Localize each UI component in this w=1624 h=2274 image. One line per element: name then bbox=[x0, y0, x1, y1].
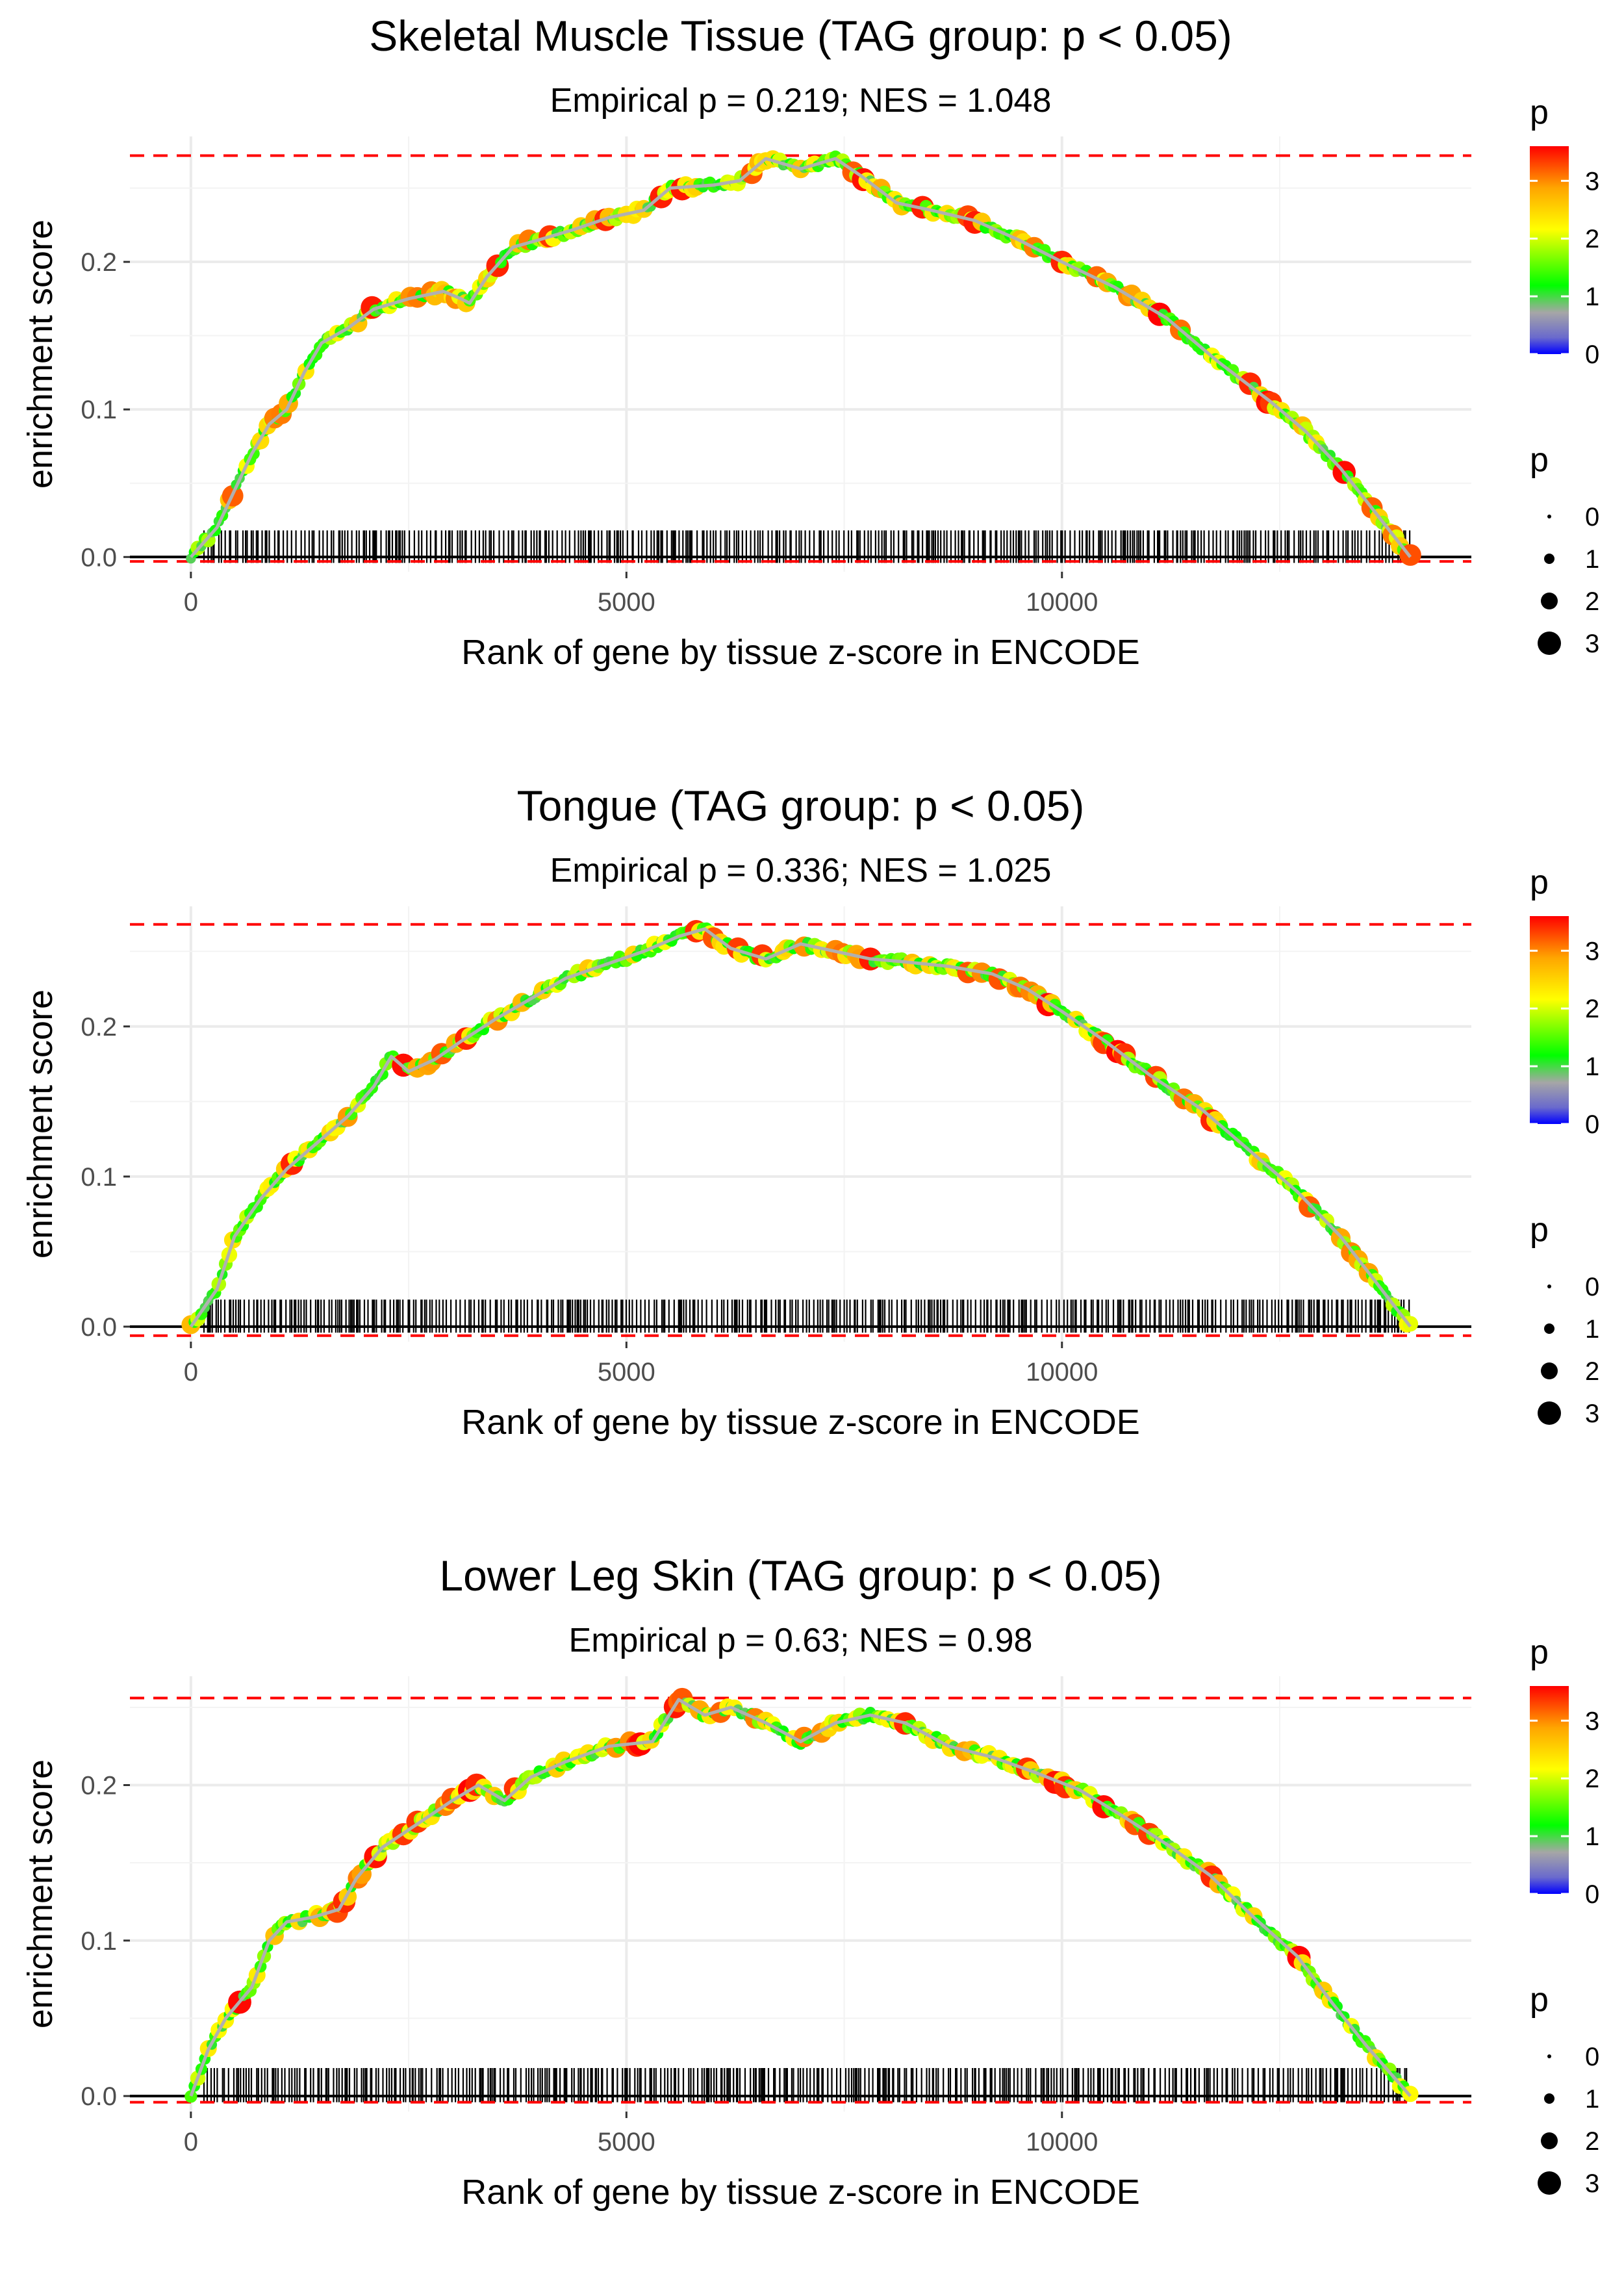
colorbar-tick-label: 3 bbox=[1585, 1707, 1599, 1735]
x-tick-label: 10000 bbox=[1026, 1358, 1098, 1386]
colorbar-title: p bbox=[1530, 863, 1549, 901]
size-legend-dot bbox=[1541, 593, 1558, 609]
enrichment-points bbox=[181, 920, 1419, 1335]
size-legend-label: 0 bbox=[1585, 2043, 1599, 2071]
y-tick-label: 0.2 bbox=[81, 1772, 117, 1800]
y-tick-label: 0.1 bbox=[81, 396, 117, 424]
size-legend-label: 1 bbox=[1585, 545, 1599, 574]
y-tick-label: 0.0 bbox=[81, 1313, 117, 1342]
y-axis-label: enrichment score bbox=[21, 1759, 60, 2028]
colorbar-tick-label: 3 bbox=[1585, 937, 1599, 965]
size-legend-dot bbox=[1547, 1284, 1551, 1288]
colorbar-tick-label: 3 bbox=[1585, 167, 1599, 196]
chart-subtitle: Empirical p = 0.63; NES = 0.98 bbox=[569, 1622, 1033, 1659]
colorbar-tick-label: 0 bbox=[1585, 340, 1599, 369]
size-legend-label: 3 bbox=[1585, 2169, 1599, 2198]
size-legend-label: 0 bbox=[1585, 1273, 1599, 1301]
size-legend-label: 0 bbox=[1585, 503, 1599, 531]
enrichment-points bbox=[186, 150, 1421, 566]
size-legend-title: p bbox=[1530, 441, 1549, 479]
chart-0: Skeletal Muscle Tissue (TAG group: p < 0… bbox=[21, 12, 1599, 672]
x-tick-label: 5000 bbox=[598, 2128, 655, 2156]
size-legend-dot bbox=[1547, 515, 1551, 518]
size-legend-label: 1 bbox=[1585, 2085, 1599, 2114]
gene-rug-lines bbox=[203, 2068, 1408, 2102]
size-legend-title: p bbox=[1530, 1981, 1549, 2019]
size-legend-dot bbox=[1538, 1401, 1561, 1425]
y-tick-label: 0.1 bbox=[81, 1163, 117, 1192]
size-legend-label: 2 bbox=[1585, 1357, 1599, 1386]
x-tick-label: 10000 bbox=[1026, 2128, 1098, 2156]
chart-2: Lower Leg Skin (TAG group: p < 0.05) Empi… bbox=[21, 1552, 1599, 2212]
colorbar-tick-label: 1 bbox=[1585, 283, 1599, 311]
chart-title: Tongue (TAG group: p < 0.05) bbox=[517, 782, 1085, 830]
x-axis-label: Rank of gene by tissue z-score in ENCODE bbox=[461, 2173, 1139, 2212]
size-legend-label: 2 bbox=[1585, 587, 1599, 616]
x-tick-label: 5000 bbox=[598, 588, 655, 617]
y-axis-label: enrichment score bbox=[21, 220, 60, 489]
colorbar-tick-label: 1 bbox=[1585, 1822, 1599, 1851]
chart-subtitle: Empirical p = 0.219; NES = 1.048 bbox=[550, 82, 1052, 120]
x-tick-label: 0 bbox=[184, 588, 198, 617]
y-tick-label: 0.2 bbox=[81, 248, 117, 277]
colorbar-tick-label: 1 bbox=[1585, 1053, 1599, 1081]
size-legend-label: 1 bbox=[1585, 1315, 1599, 1344]
x-axis-label: Rank of gene by tissue z-score in ENCODE bbox=[461, 633, 1139, 672]
size-legend-label: 3 bbox=[1585, 1399, 1599, 1428]
enrichment-curve bbox=[189, 1698, 1412, 2097]
chart-1: Tongue (TAG group: p < 0.05) Empirical p … bbox=[21, 782, 1599, 1442]
x-tick-label: 10000 bbox=[1026, 588, 1098, 617]
size-legend-dot bbox=[1544, 2093, 1554, 2104]
chart-subtitle: Empirical p = 0.336; NES = 1.025 bbox=[550, 852, 1052, 889]
size-legend-dot bbox=[1541, 1362, 1558, 1379]
x-tick-label: 0 bbox=[184, 2128, 198, 2156]
size-legend-dot bbox=[1538, 632, 1561, 655]
colorbar-tick-label: 0 bbox=[1585, 1110, 1599, 1139]
size-legend-dot bbox=[1541, 2132, 1558, 2149]
colorbar-tick-label: 2 bbox=[1585, 995, 1599, 1023]
colorbar-tick-label: 2 bbox=[1585, 1765, 1599, 1793]
colorbar bbox=[1530, 1686, 1569, 1894]
chart-title: Lower Leg Skin (TAG group: p < 0.05) bbox=[439, 1552, 1161, 1600]
size-legend-dot bbox=[1547, 2054, 1551, 2058]
y-tick-label: 0.0 bbox=[81, 543, 117, 572]
size-legend-dot bbox=[1544, 1323, 1554, 1334]
x-tick-label: 5000 bbox=[598, 1358, 655, 1386]
enrichment-point bbox=[184, 2090, 197, 2103]
x-tick-label: 0 bbox=[184, 1358, 198, 1386]
colorbar-title: p bbox=[1530, 94, 1549, 131]
colorbar-tick-label: 0 bbox=[1585, 1880, 1599, 1909]
grid bbox=[130, 136, 1471, 572]
colorbar-title: p bbox=[1530, 1633, 1549, 1671]
enrichment-curve bbox=[190, 157, 1412, 558]
x-axis-label: Rank of gene by tissue z-score in ENCODE bbox=[461, 1403, 1139, 1442]
colorbar-tick-label: 2 bbox=[1585, 225, 1599, 253]
colorbar bbox=[1530, 146, 1569, 354]
chart-title: Skeletal Muscle Tissue (TAG group: p < 0… bbox=[369, 12, 1232, 60]
size-legend-label: 2 bbox=[1585, 2127, 1599, 2156]
size-legend-label: 3 bbox=[1585, 630, 1599, 658]
size-legend-dot bbox=[1544, 554, 1554, 564]
enrichment-points bbox=[184, 1687, 1419, 2103]
size-legend-dot bbox=[1538, 2171, 1561, 2195]
colorbar bbox=[1530, 916, 1569, 1124]
y-tick-label: 0.2 bbox=[81, 1013, 117, 1041]
y-axis-label: enrichment score bbox=[21, 990, 60, 1258]
y-tick-label: 0.0 bbox=[81, 2082, 117, 2111]
gene-rug bbox=[203, 2068, 1408, 2102]
enrichment-curve bbox=[189, 927, 1412, 1328]
size-legend-title: p bbox=[1530, 1211, 1549, 1249]
y-tick-label: 0.1 bbox=[81, 1927, 117, 1956]
